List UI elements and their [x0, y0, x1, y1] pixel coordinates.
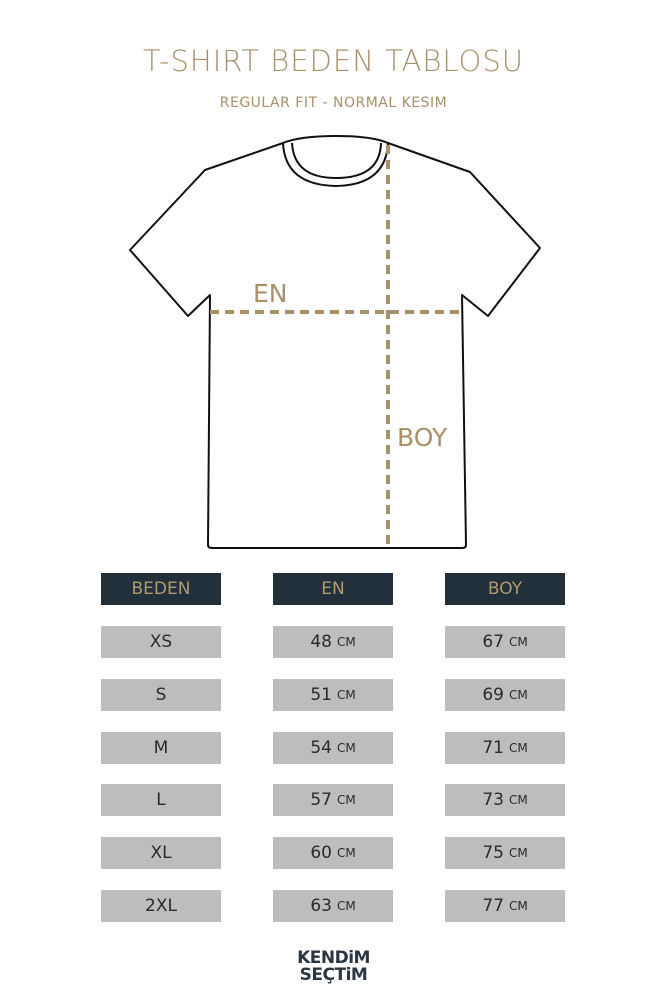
table-header-cell: BOY	[445, 573, 565, 605]
unit-label: CM	[508, 687, 528, 702]
unit-label: CM	[336, 687, 356, 702]
logo-line2: SEÇTiM	[299, 965, 368, 985]
brand-logo: KENDiM SEÇTiM	[0, 950, 667, 984]
boy-cell: 75 CM	[445, 837, 565, 870]
unit-label: CM	[336, 793, 356, 808]
table-header-cell: EN	[273, 573, 393, 605]
boy-cell: 71 CM	[445, 731, 565, 764]
unit-label: CM	[336, 846, 356, 861]
size-cell: S	[101, 678, 221, 711]
en-value: 60	[310, 843, 332, 864]
en-cell: 63 CM	[273, 890, 393, 922]
logo-line1: KENDiM	[297, 948, 370, 968]
unit-label: CM	[336, 899, 356, 913]
boy-cell: 73 CM	[445, 784, 565, 817]
unit-label: CM	[336, 740, 356, 755]
unit-label: CM	[508, 740, 528, 755]
unit-label: CM	[508, 899, 528, 913]
en-cell: 48 CM	[273, 626, 393, 658]
tshirt-collar	[291, 142, 382, 180]
boy-value: 73	[482, 790, 504, 811]
boy-cell: 67 CM	[445, 626, 565, 658]
unit-label: CM	[336, 635, 356, 649]
en-cell: 60 CM	[273, 837, 393, 870]
size-cell: 2XL	[101, 890, 221, 922]
table-header-cell: BEDEN	[101, 573, 221, 605]
boy-cell: 77 CM	[445, 890, 565, 922]
page-subtitle: REGULAR FIT - NORMAL KESIM	[219, 95, 448, 111]
size-cell: XS	[101, 626, 221, 658]
boy-value: 77	[482, 896, 504, 916]
en-value: 54	[310, 737, 332, 758]
boy-value: 71	[482, 737, 504, 758]
size-cell: M	[101, 731, 221, 764]
en-cell: 57 CM	[273, 784, 393, 817]
width-label: EN	[253, 279, 288, 308]
en-value: 57	[310, 790, 332, 811]
size-cell: L	[101, 784, 221, 817]
en-value: 51	[310, 684, 332, 705]
en-value: 63	[310, 896, 332, 916]
size-cell: XL	[101, 837, 221, 870]
boy-value: 75	[482, 843, 504, 864]
en-value: 48	[310, 632, 332, 652]
tshirt-collar-outer	[282, 134, 389, 144]
boy-value: 67	[482, 632, 504, 652]
en-cell: 54 CM	[273, 731, 393, 764]
unit-label: CM	[508, 635, 528, 649]
length-label: BOY	[397, 423, 448, 452]
tshirt-outline	[129, 142, 541, 549]
page-title: T-SHIRT BEDEN TABLOSU	[142, 44, 524, 78]
en-cell: 51 CM	[273, 678, 393, 711]
boy-cell: 69 CM	[445, 678, 565, 711]
boy-value: 69	[482, 684, 504, 705]
unit-label: CM	[508, 846, 528, 861]
unit-label: CM	[508, 793, 528, 808]
tshirt-diagram: EN BOY	[129, 134, 541, 549]
